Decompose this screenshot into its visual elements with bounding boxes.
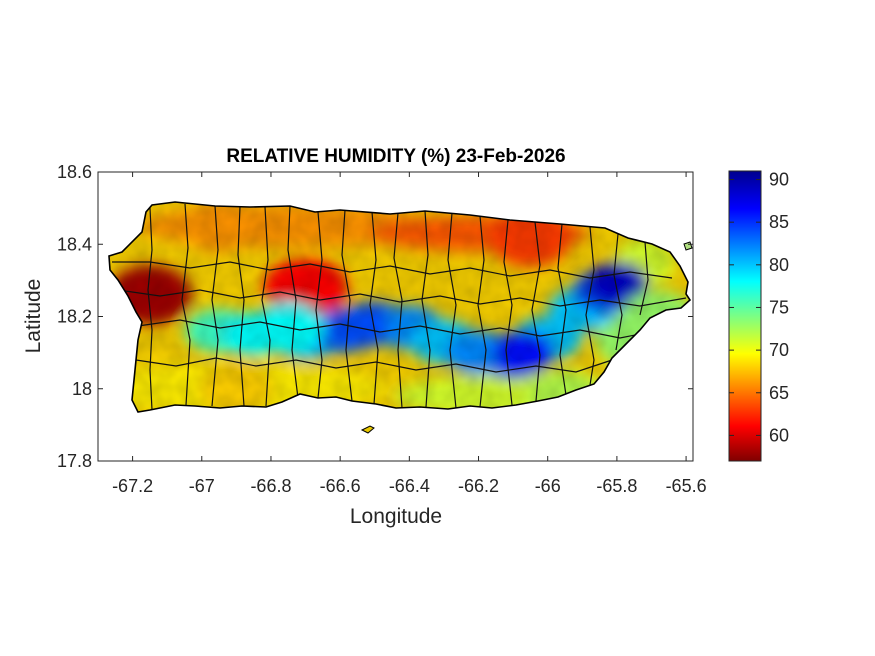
x-tick-label: -66.8	[250, 476, 291, 496]
y-axis: 17.8 18 18.2 18.4 18.6	[57, 162, 693, 471]
colorbar	[728, 170, 762, 462]
colorbar-tick-label: 65	[769, 383, 789, 403]
y-tick-label: 18.2	[57, 307, 92, 327]
colorbar-tick-label: 85	[769, 212, 789, 232]
offshore-islet	[683, 241, 693, 251]
x-tick-label: -66.2	[458, 476, 499, 496]
x-tick-label: -66.6	[320, 476, 361, 496]
colorbar-ticks: 60 65 70 75 80 85 90	[729, 170, 789, 445]
colorbar-tick-label: 70	[769, 340, 789, 360]
municipality-boundaries	[112, 203, 687, 411]
x-tick-label: -66	[535, 476, 561, 496]
colorbar-tick-label: 75	[769, 297, 789, 317]
y-axis-label: Latitude	[22, 279, 45, 354]
x-tick-label: -65.6	[666, 476, 707, 496]
x-tick-label: -67.2	[112, 476, 153, 496]
x-axis: -67.2 -67 -66.8 -66.6 -66.4 -66.2 -66 -65.8 -65.…	[112, 172, 707, 496]
colorbar-tick-label: 80	[769, 255, 789, 275]
y-tick-label: 17.8	[57, 451, 92, 471]
chart-title: RELATIVE HUMIDITY (%) 23-Feb-2026	[226, 146, 565, 167]
colorbar-tick-label: 60	[769, 425, 789, 445]
y-tick-label: 18	[72, 379, 92, 399]
x-tick-label: -66.4	[389, 476, 430, 496]
y-tick-label: 18.6	[57, 162, 92, 182]
x-tick-label: -67	[189, 476, 215, 496]
offshore-islet	[360, 425, 375, 434]
y-tick-label: 18.4	[57, 234, 92, 254]
x-tick-label: -65.8	[596, 476, 637, 496]
colorbar-tick-label: 90	[769, 170, 789, 190]
x-axis-label: Longitude	[350, 505, 442, 528]
